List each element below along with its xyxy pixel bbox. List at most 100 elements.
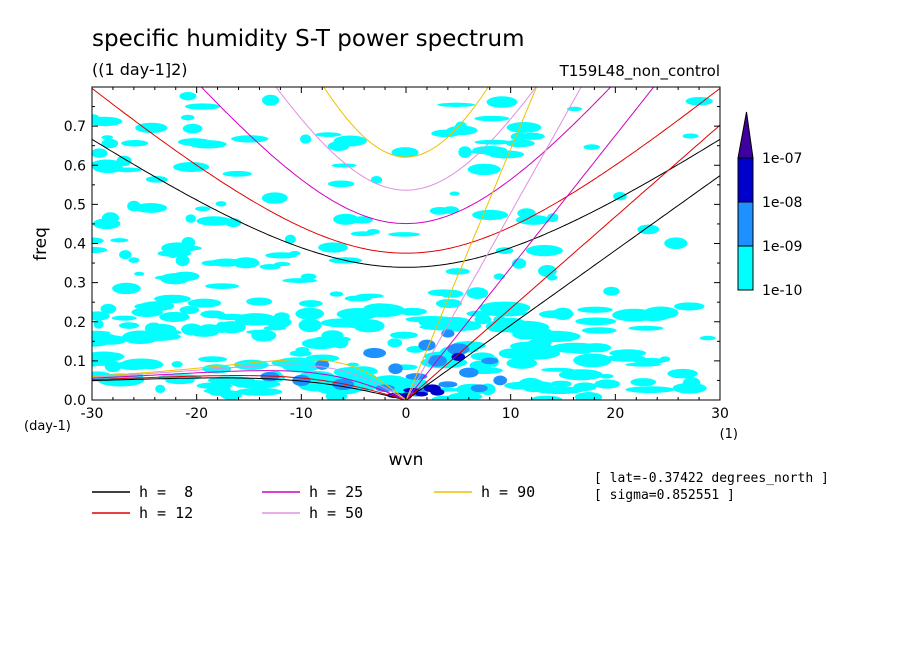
power-contour-1e-10: [300, 273, 317, 280]
power-contour-1e-10: [540, 367, 574, 372]
power-contour-1e-10: [154, 294, 191, 304]
power-contour-1e-10: [155, 384, 166, 394]
power-contour-1e-10: [531, 395, 563, 400]
power-contour-1e-10: [583, 144, 600, 150]
power-contour-1e-10: [467, 163, 501, 176]
y-tick-label: 0.7: [64, 119, 86, 135]
legend-label: h = 25: [309, 483, 363, 501]
power-contour-1e-10: [388, 232, 421, 237]
power-contour-1e-10: [569, 346, 594, 354]
power-contour-1e-10: [251, 329, 277, 342]
kelvin-curve-h8: [405, 175, 720, 400]
power-contour-1e-10: [327, 141, 350, 151]
power-contour-1e-09: [438, 381, 458, 388]
power-contour-1e-10: [667, 368, 698, 379]
power-contour-1e-10: [351, 216, 373, 224]
dispersion-curves: [92, 87, 720, 400]
power-contour-1e-10: [119, 250, 132, 260]
power-contour-1e-10: [659, 356, 671, 362]
kelvin-curve-h90: [405, 87, 538, 400]
power-contour-1e-10: [246, 297, 273, 306]
power-contour-1e-10: [566, 106, 583, 112]
power-contour-1e-10: [628, 325, 664, 331]
rossby-curve-h90: [92, 359, 407, 400]
power-contour-1e-10: [131, 307, 163, 317]
x-tick-label: -20: [185, 406, 208, 422]
power-contour-1e-10: [92, 148, 108, 158]
legend-label: h = 12: [139, 504, 193, 522]
rossby-curve-h50: [92, 364, 407, 400]
power-contour-1e-10: [313, 335, 351, 343]
info-lat: [ lat=-0.37422 degrees_north ]: [594, 471, 829, 486]
y-tick-label: 0.4: [64, 237, 86, 253]
power-contour-1e-10: [261, 192, 288, 204]
power-contour-1e-10: [265, 252, 298, 259]
power-contour-1e-10: [171, 361, 183, 368]
y-unit-label: (day-1): [24, 419, 71, 434]
power-contour-1e-09: [447, 343, 470, 355]
colorbar-segment: [737, 157, 754, 203]
power-contour-1e-10: [182, 123, 203, 134]
power-contour-1e-10: [603, 286, 620, 296]
colorbar-label: 1e-08: [762, 195, 802, 211]
power-contour-1e-10: [630, 378, 657, 387]
power-contour-1e-10: [154, 275, 186, 281]
power-contour-1e-10: [437, 102, 476, 107]
x-tick-label: 30: [711, 406, 729, 422]
power-contour-1e-09: [459, 367, 479, 378]
colorbar-label: 1e-09: [762, 239, 802, 255]
power-contour-1e-10: [234, 313, 278, 326]
power-contour-1e-10: [215, 201, 227, 207]
power-contour-1e-10: [261, 94, 280, 106]
power-contour-1e-10: [334, 214, 358, 223]
power-contour-1e-10: [484, 309, 528, 317]
x-tick-label: 20: [606, 406, 624, 422]
kelvin-curve-h12: [405, 124, 720, 400]
power-contour-1e-10: [391, 147, 419, 158]
power-contour-1e-10: [101, 212, 120, 224]
power-contour-1e-10: [181, 236, 196, 249]
power-contour-1e-10: [362, 303, 406, 318]
power-contour-1e-10: [236, 387, 283, 396]
power-contour-1e-10: [558, 369, 603, 381]
colorbar-label: 1e-07: [762, 151, 802, 167]
x-tick-label: 0: [402, 406, 411, 422]
power-contour-1e-10: [449, 191, 460, 196]
power-contour-1e-10: [538, 265, 557, 277]
power-contour-1e-10: [195, 206, 211, 212]
power-contour-1e-10: [534, 386, 585, 395]
power-contour-1e-10: [546, 274, 558, 281]
power-contour-1e-09: [418, 339, 436, 351]
power-contour-1e-10: [315, 132, 342, 137]
power-contour-1e-09: [388, 363, 403, 375]
power-contour-1e-10: [370, 176, 383, 184]
power-contour-1e-10: [101, 135, 114, 140]
power-contour-1e-10: [232, 257, 260, 269]
colorbar-segment: [737, 245, 754, 291]
power-contour-1e-10: [612, 308, 656, 322]
x-tick-label: 10: [502, 406, 520, 422]
power-contour-1e-10: [613, 192, 627, 201]
power-contour-1e-10: [439, 289, 464, 298]
power-contour-1e-10: [389, 331, 418, 339]
power-contour-1e-10: [92, 120, 119, 125]
chart-title: specific humidity S-T power spectrum: [92, 26, 524, 52]
power-contour-1e-10: [116, 360, 149, 371]
power-contour-1e-10: [121, 140, 149, 147]
power-contour-1e-10: [187, 298, 222, 308]
power-contour-1e-10: [112, 282, 141, 295]
power-contour-1e-10: [185, 214, 196, 223]
plot-area: -30 -20 -10 0 10 20 30 0.00.10.20.30.40.50.60.…: [64, 86, 729, 422]
kelvin-curve-h50: [405, 87, 582, 400]
rossby-curve-h25: [92, 370, 407, 400]
y-tick-label: 0.5: [64, 197, 86, 213]
power-contour-1e-09: [470, 384, 488, 393]
gravity-curve-h12: [92, 88, 720, 254]
power-contour-1e-10: [175, 254, 190, 267]
power-contour-1e-10: [173, 161, 210, 172]
power-contour-1e-10: [116, 155, 132, 167]
power-contour-1e-10: [128, 257, 140, 263]
power-contour-1e-10: [637, 224, 660, 235]
power-contour-1e-10: [682, 133, 699, 139]
power-contour-1e-10: [550, 380, 572, 388]
